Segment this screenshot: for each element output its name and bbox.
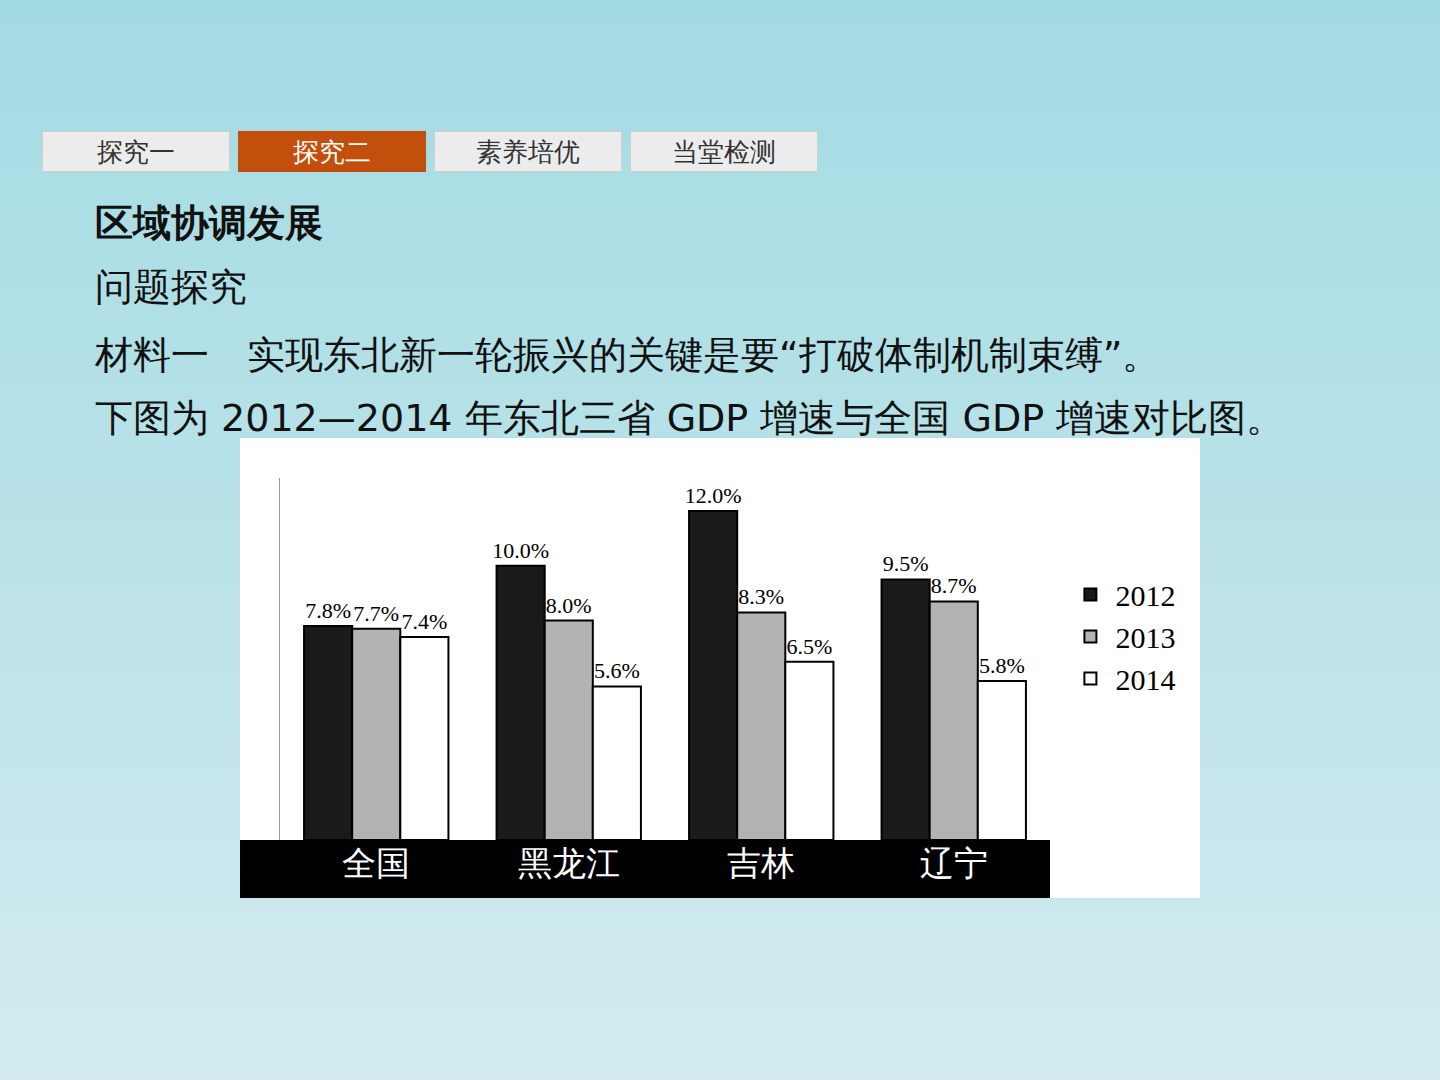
svg-text:全国: 全国 xyxy=(342,845,410,882)
html-text:探究二: 探究二 xyxy=(293,137,371,167)
svg-text:辽宁: 辽宁 xyxy=(920,845,988,882)
svg-text:5.8%: 5.8% xyxy=(979,653,1025,678)
html-text:材料一 实现东北新一轮振兴的关键是要“打破体制机制束缚”。: 材料一 实现东北新一轮振兴的关键是要“打破体制机制束缚”。 xyxy=(95,333,1161,377)
html-text:问题探究: 问题探究 xyxy=(95,265,247,309)
svg-text:2013: 2013 xyxy=(1115,621,1175,654)
html-text:素养培优: 素养培优 xyxy=(476,137,580,167)
html-text:探究一: 探究一 xyxy=(97,137,175,167)
svg-text:6.5%: 6.5% xyxy=(786,634,832,659)
svg-text:9.5%: 9.5% xyxy=(883,551,929,576)
svg-text:吉林: 吉林 xyxy=(727,845,795,882)
html-text:当堂检测: 当堂检测 xyxy=(672,137,776,167)
svg-text:8.7%: 8.7% xyxy=(931,573,977,598)
svg-text:7.8%: 7.8% xyxy=(305,598,351,623)
svg-text:10.0%: 10.0% xyxy=(492,538,549,563)
html-text:下图为 2012—2014 年东北三省 GDP 增速与全国: 下图为 2012—2014 年东北三省 GDP 增速与全国 GDP 增速对比图。 xyxy=(95,396,1285,440)
svg-text:12.0%: 12.0% xyxy=(685,483,742,508)
svg-text:8.3%: 8.3% xyxy=(738,584,784,609)
svg-text:2012: 2012 xyxy=(1115,579,1175,612)
svg-text:5.6%: 5.6% xyxy=(594,658,640,683)
html-text:区域协调发展: 区域协调发展 xyxy=(95,201,323,245)
svg-text:7.4%: 7.4% xyxy=(401,609,447,634)
svg-text:7.7%: 7.7% xyxy=(353,601,399,626)
svg-text:黑龙江: 黑龙江 xyxy=(518,845,620,882)
svg-text:8.0%: 8.0% xyxy=(546,593,592,618)
svg-text:2014: 2014 xyxy=(1115,663,1175,696)
